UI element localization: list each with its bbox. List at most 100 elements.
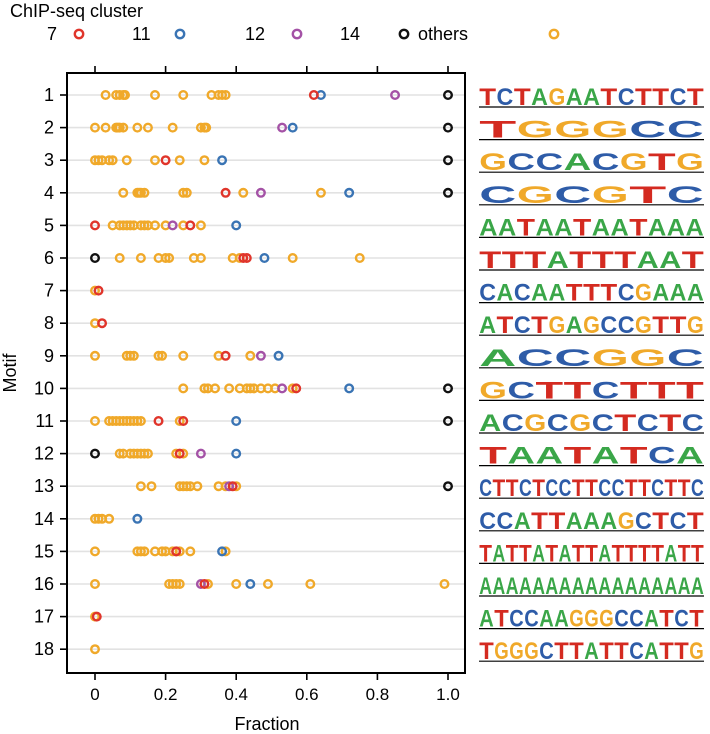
legend: ChIP-seq cluster 7 11 12 14 others bbox=[10, 1, 560, 44]
logo-letter-7-3: A bbox=[531, 280, 548, 307]
y-tick-label-17: 17 bbox=[34, 607, 54, 627]
legend-label-others: others bbox=[418, 24, 468, 44]
logo-letter-1-4: G bbox=[548, 84, 565, 111]
point-motif-1-cluster-7-0 bbox=[308, 89, 319, 100]
logo-letter-13-11: T bbox=[625, 475, 638, 502]
logo-letter-15-1: A bbox=[492, 540, 505, 567]
point-motif-10-cluster-11-0 bbox=[344, 383, 355, 394]
logo-letter-18-6: T bbox=[569, 638, 584, 665]
y-tick-label-13: 13 bbox=[34, 476, 54, 496]
logo-letter-11-8: T bbox=[659, 410, 681, 437]
point-motif-18-others-0 bbox=[89, 644, 100, 655]
logo-letter-18-4: C bbox=[539, 638, 554, 665]
logo-letter-15-6: A bbox=[559, 540, 572, 567]
logo-letter-17-4: A bbox=[539, 606, 554, 633]
logo-letter-18-13: T bbox=[674, 638, 689, 665]
point-motif-4-others-7 bbox=[238, 187, 249, 198]
point-motif-12-others-9 bbox=[178, 448, 189, 459]
legend-marker-12 bbox=[291, 28, 303, 40]
point-motif-9-others-4 bbox=[153, 350, 164, 361]
logo-letter-13-5: C bbox=[545, 475, 558, 502]
point-motif-3-others-4 bbox=[107, 155, 118, 166]
logo-letter-18-7: A bbox=[584, 638, 599, 665]
logo-letter-8-9: G bbox=[635, 312, 652, 339]
logo-letter-13-14: T bbox=[665, 475, 678, 502]
logo-letter-17-2: C bbox=[509, 606, 524, 633]
point-motif-1-others-6 bbox=[178, 89, 189, 100]
logo-letter-15-7: T bbox=[572, 540, 585, 567]
point-motif-6-cluster-7-0 bbox=[238, 252, 249, 263]
logo-letter-15-11: T bbox=[625, 540, 638, 567]
logo-letter-13-15: T bbox=[678, 475, 691, 502]
x-axis-label: Fraction bbox=[234, 714, 299, 734]
logo-letter-18-3: G bbox=[524, 638, 539, 665]
point-motif-15-others-9 bbox=[174, 546, 185, 557]
logo-letter-13-10: C bbox=[612, 475, 625, 502]
point-motif-9-cluster-7-0 bbox=[220, 350, 231, 361]
point-motif-1-others-0 bbox=[100, 89, 111, 100]
point-motif-16-others-0 bbox=[89, 579, 100, 590]
x-tick-label-2: 0.4 bbox=[224, 685, 248, 704]
y-tick-label-18: 18 bbox=[34, 639, 54, 659]
logo-letter-18-9: T bbox=[614, 638, 629, 665]
point-motif-15-others-10 bbox=[185, 546, 196, 557]
point-motif-16-cluster-11-0 bbox=[245, 579, 256, 590]
sequence-logos: T C T A G A A T C T T C TT G G G C CG C C A C G T GC G C G T CA A T A A T A… bbox=[479, 84, 704, 665]
point-motif-7-cluster-7-0 bbox=[93, 285, 104, 296]
point-motif-1-cluster-14-0 bbox=[443, 89, 454, 100]
logo-letter-13-13: C bbox=[651, 475, 664, 502]
point-motif-2-cluster-14-0 bbox=[443, 122, 454, 133]
logo-letter-17-7: G bbox=[584, 606, 599, 633]
logo-letter-18-12: T bbox=[659, 638, 674, 665]
logo-letter-15-12: T bbox=[638, 540, 651, 567]
logo-letter-17-9: C bbox=[614, 606, 629, 633]
point-motif-10-others-1 bbox=[199, 383, 210, 394]
point-motif-2-others-0 bbox=[89, 122, 100, 133]
logo-letter-17-12: T bbox=[659, 606, 674, 633]
logo-letter-15-14: A bbox=[665, 540, 678, 567]
point-motif-12-others-6 bbox=[139, 448, 150, 459]
point-motif-4-others-0 bbox=[118, 187, 129, 198]
point-motif-11-cluster-14-0 bbox=[443, 416, 454, 427]
logo-letter-18-1: G bbox=[494, 638, 509, 665]
legend-marker-11 bbox=[174, 28, 186, 40]
point-motif-1-others-9 bbox=[217, 89, 228, 100]
point-motif-1-others-5 bbox=[150, 89, 161, 100]
point-motif-2-others-7 bbox=[142, 122, 153, 133]
logo-letter-7-11: A bbox=[670, 280, 687, 307]
logo-letter-13-3: C bbox=[519, 475, 532, 502]
point-motif-2-others-11 bbox=[201, 122, 212, 133]
y-tick-label-7: 7 bbox=[44, 281, 54, 301]
logo-letter-1-3: A bbox=[531, 84, 548, 111]
point-motif-6-others-6 bbox=[195, 252, 206, 263]
logo-letter-15-0: T bbox=[479, 540, 492, 567]
point-motif-8-cluster-7-0 bbox=[97, 318, 108, 329]
point-motif-11-others-11 bbox=[174, 416, 185, 427]
logo-letter-5-9: A bbox=[648, 214, 666, 241]
logo-letter-1-6: A bbox=[583, 84, 600, 111]
logo-letter-13-12: T bbox=[638, 475, 651, 502]
y-tick-label-6: 6 bbox=[44, 248, 54, 268]
y-tick-label-11: 11 bbox=[35, 411, 54, 431]
point-motif-13-others-4 bbox=[181, 481, 192, 492]
point-motif-13-others-1 bbox=[146, 481, 157, 492]
point-motif-5-others-4 bbox=[125, 220, 136, 231]
point-motif-9-others-6 bbox=[178, 350, 189, 361]
point-motif-9-others-5 bbox=[157, 350, 168, 361]
point-motif-3-others-1 bbox=[93, 155, 104, 166]
logo-letter-1-10: T bbox=[652, 84, 669, 111]
logo-letter-6-0: T bbox=[479, 247, 501, 274]
point-motif-3-others-3 bbox=[104, 155, 115, 166]
logo-letter-5-11: A bbox=[686, 214, 704, 241]
logo-letter-16-6: A bbox=[559, 573, 572, 600]
point-motif-6-others-3 bbox=[160, 252, 171, 263]
logo-letter-16-15: A bbox=[678, 573, 691, 600]
point-motif-15-others-2 bbox=[135, 546, 146, 557]
